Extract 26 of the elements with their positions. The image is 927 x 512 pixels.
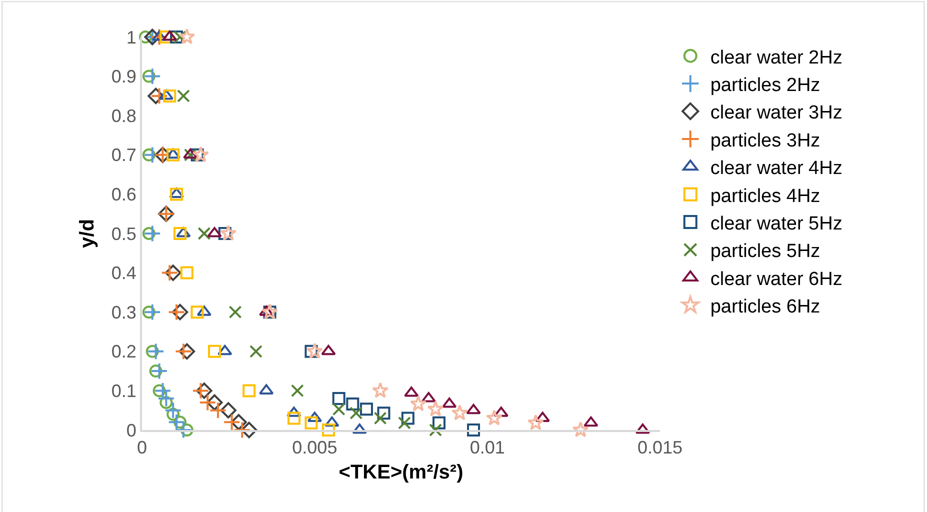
y-tick-label: 0.8 [111, 106, 136, 126]
y-tick-label: 0.9 [111, 66, 136, 87]
legend-label: particles 2Hz [710, 74, 820, 96]
y-tick-label: 0.4 [111, 263, 136, 284]
y-axis-title: y/d [76, 219, 98, 248]
legend-label: clear water 4Hz [710, 158, 842, 180]
y-tick-label: 0.5 [111, 224, 136, 244]
y-tick-label: 0 [126, 420, 136, 440]
x-tick-label: 0.01 [470, 438, 505, 458]
x-tick-label: 0.015 [637, 438, 683, 458]
legend-label: clear water 5Hz [710, 213, 842, 234]
y-tick-label: 0.2 [111, 342, 136, 362]
x-axis-title: <TKE>(m²/s²) [338, 462, 464, 484]
legend-label: clear water 2Hz [710, 47, 842, 68]
legend-label: particles 6Hz [710, 296, 820, 318]
y-tick-label: 0.6 [111, 184, 136, 204]
y-tick-label: 1 [126, 27, 136, 48]
x-tick-label: 0.005 [292, 438, 338, 458]
legend-label: clear water 3Hz [710, 102, 842, 124]
legend-label: particles 3Hz [710, 130, 820, 152]
legend-label: particles 5Hz [710, 241, 820, 262]
legend-label: particles 4Hz [710, 186, 820, 207]
legend-label: clear water 6Hz [710, 268, 842, 290]
y-tick-label: 0.7 [111, 145, 136, 166]
y-tick-label: 0.3 [111, 302, 136, 322]
y-tick-label: 0.1 [111, 381, 136, 401]
